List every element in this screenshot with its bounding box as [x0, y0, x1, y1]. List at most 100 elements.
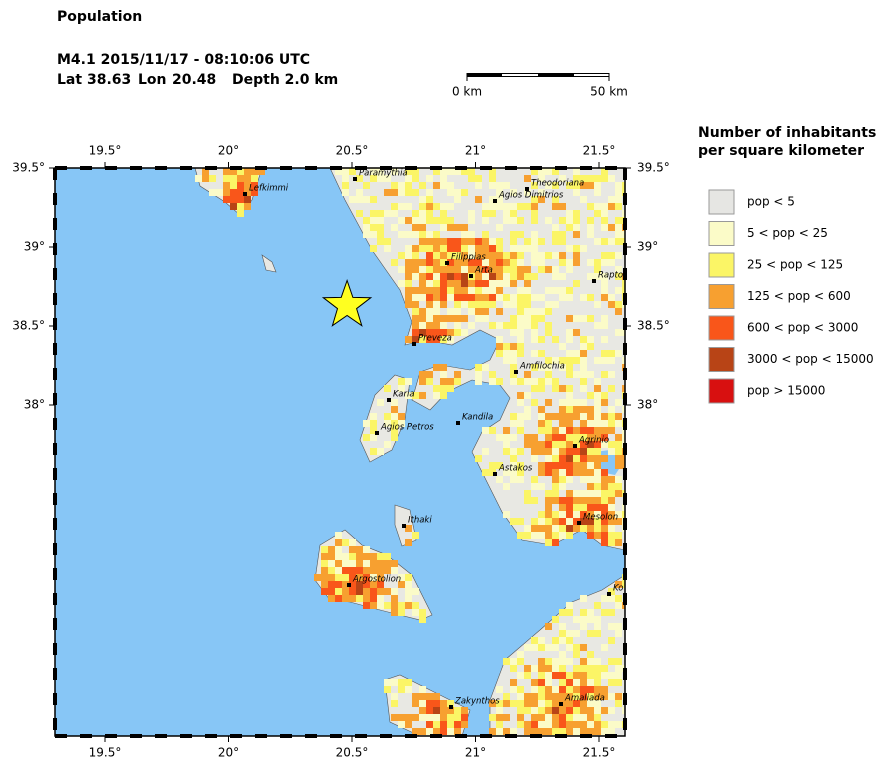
population-cell — [524, 238, 531, 245]
population-cell — [559, 672, 566, 679]
population-cell — [566, 399, 573, 406]
population-cell — [545, 511, 552, 518]
population-cell — [580, 294, 587, 301]
population-cell — [559, 651, 566, 658]
population-cell — [398, 609, 405, 616]
population-cell — [426, 252, 433, 259]
population-cell — [349, 546, 356, 553]
lon-label: 21° — [465, 746, 486, 760]
population-cell — [496, 462, 503, 469]
scale-start: 0 km — [452, 85, 482, 99]
population-cell — [545, 168, 552, 175]
population-cell — [559, 728, 566, 735]
population-cell — [496, 350, 503, 357]
legend-swatch — [708, 252, 735, 278]
population-cell — [559, 294, 566, 301]
population-cell — [412, 728, 419, 735]
population-cell — [482, 315, 489, 322]
population-cell — [538, 441, 545, 448]
population-cell — [531, 364, 538, 371]
population-cell — [440, 721, 447, 728]
population-cell — [510, 238, 517, 245]
population-cell — [482, 266, 489, 273]
population-cell — [545, 427, 552, 434]
population-cell — [335, 168, 342, 175]
population-cell — [531, 196, 538, 203]
population-cell — [601, 707, 608, 714]
population-cell — [517, 707, 524, 714]
epicenter — [321, 278, 373, 327]
population-cell — [475, 308, 482, 315]
population-cell — [524, 413, 531, 420]
population-cell — [601, 252, 608, 259]
population-cell — [454, 189, 461, 196]
population-cell — [503, 434, 510, 441]
population-cell — [538, 448, 545, 455]
population-cell — [503, 441, 510, 448]
population-cell — [552, 301, 559, 308]
population-cell — [363, 553, 370, 560]
population-cell — [566, 511, 573, 518]
population-cell — [587, 490, 594, 497]
population-cell — [573, 329, 580, 336]
population-cell — [622, 385, 625, 392]
lon-label: Lon — [138, 72, 167, 88]
population-cell — [559, 343, 566, 350]
population-cell — [433, 721, 440, 728]
population-cell — [559, 483, 566, 490]
population-cell — [412, 217, 419, 224]
population-cell — [601, 455, 608, 462]
population-cell — [440, 245, 447, 252]
population-cell — [559, 658, 566, 665]
population-cell — [545, 364, 552, 371]
population-cell — [335, 588, 342, 595]
population-cell — [503, 252, 510, 259]
town-marker — [493, 199, 497, 203]
population-cell — [517, 721, 524, 728]
population-cell — [601, 336, 608, 343]
population-cell — [538, 658, 545, 665]
population-cell — [405, 266, 412, 273]
population-cell — [615, 182, 622, 189]
population-cell — [391, 420, 398, 427]
population-cell — [489, 280, 496, 287]
lon-label: 20° — [218, 746, 239, 760]
population-cell — [608, 672, 615, 679]
population-cell — [447, 168, 454, 175]
population-cell — [433, 329, 440, 336]
lon-label: 20.5° — [336, 746, 369, 760]
population-cell — [587, 504, 594, 511]
population-cell — [524, 322, 531, 329]
population-cell — [433, 238, 440, 245]
population-cell — [580, 707, 587, 714]
population-cell — [587, 609, 594, 616]
population-cell — [391, 224, 398, 231]
population-cell — [447, 238, 454, 245]
population-cell — [370, 217, 377, 224]
population-cell — [580, 350, 587, 357]
population-cell — [454, 196, 461, 203]
population-cell — [342, 189, 349, 196]
population-cell — [524, 644, 531, 651]
population-cell — [370, 448, 377, 455]
population-cell — [580, 357, 587, 364]
population-cell — [510, 357, 517, 364]
population-cell — [580, 364, 587, 371]
population-cell — [398, 581, 405, 588]
population-cell — [573, 350, 580, 357]
population-cell — [545, 721, 552, 728]
population-cell — [601, 427, 608, 434]
population-cell — [433, 217, 440, 224]
population-cell — [517, 686, 524, 693]
population-cell — [538, 679, 545, 686]
population-cell — [517, 469, 524, 476]
population-cell — [440, 294, 447, 301]
population-cell — [601, 665, 608, 672]
population-cell — [559, 385, 566, 392]
population-cell — [524, 721, 531, 728]
population-cell — [545, 378, 552, 385]
population-cell — [377, 238, 384, 245]
population-cell — [363, 231, 370, 238]
population-cell — [566, 714, 573, 721]
